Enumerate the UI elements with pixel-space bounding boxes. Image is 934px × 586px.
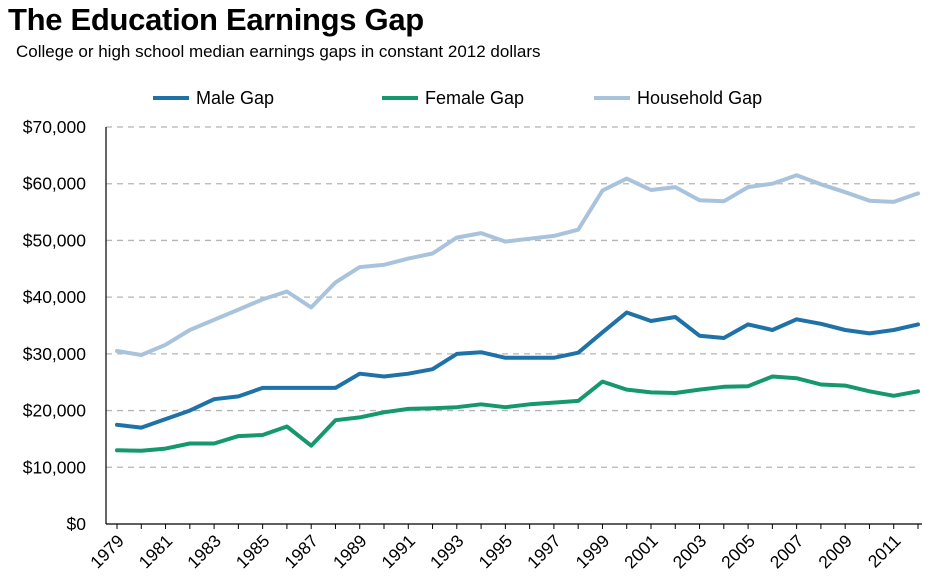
series-line-male-gap [115, 310, 920, 430]
x-tick-label: 1995 [475, 531, 517, 573]
y-tick-label: $60,000 [23, 174, 87, 194]
x-tick-label: 1989 [329, 531, 371, 573]
legend: Male Gap Female Gap Household Gap [153, 88, 762, 108]
legend-label: Female Gap [425, 88, 524, 108]
series-line-female-gap [115, 374, 920, 453]
x-tick-label: 2009 [814, 531, 856, 573]
x-tick-label: 1985 [232, 531, 274, 573]
y-tick-label: $10,000 [23, 457, 87, 477]
x-tick-label: 1999 [572, 531, 614, 573]
x-axis: 1979 1981 1983 1985 1987 1989 1991 1993 1995 1997… [86, 523, 922, 573]
x-tick-label: 2011 [864, 531, 905, 572]
x-tick-label: 1979 [86, 531, 128, 573]
x-tick-label: 2005 [717, 531, 759, 573]
x-tick-label: 1987 [280, 531, 322, 573]
y-tick-label: $30,000 [23, 344, 87, 364]
y-tick-label: $0 [67, 514, 87, 534]
x-tick-label: 2003 [669, 531, 711, 573]
chart-subtitle: College or high school median earnings g… [16, 42, 541, 61]
x-tick-label: 2001 [620, 531, 662, 573]
y-axis: $0 $10,000 $20,000 $30,000 $40,000 $50,000 $60… [23, 117, 107, 534]
x-tick-label: 2007 [766, 531, 808, 573]
y-tick-label: $20,000 [23, 401, 87, 421]
x-tick-label: 1993 [426, 531, 468, 573]
series-lines [115, 173, 920, 453]
x-tick-label: 1991 [377, 531, 419, 573]
series-line-household-gap [115, 173, 920, 357]
legend-label: Male Gap [196, 88, 274, 108]
y-tick-label: $70,000 [23, 117, 87, 137]
x-tick-label: 1983 [183, 531, 225, 573]
y-tick-label: $50,000 [23, 230, 87, 250]
x-tick-label: 1997 [523, 531, 565, 573]
legend-label: Household Gap [637, 88, 762, 108]
chart-title: The Education Earnings Gap [8, 2, 424, 37]
y-tick-label: $40,000 [23, 287, 87, 307]
gridlines [106, 126, 918, 468]
x-tick-label: 1981 [135, 531, 177, 573]
